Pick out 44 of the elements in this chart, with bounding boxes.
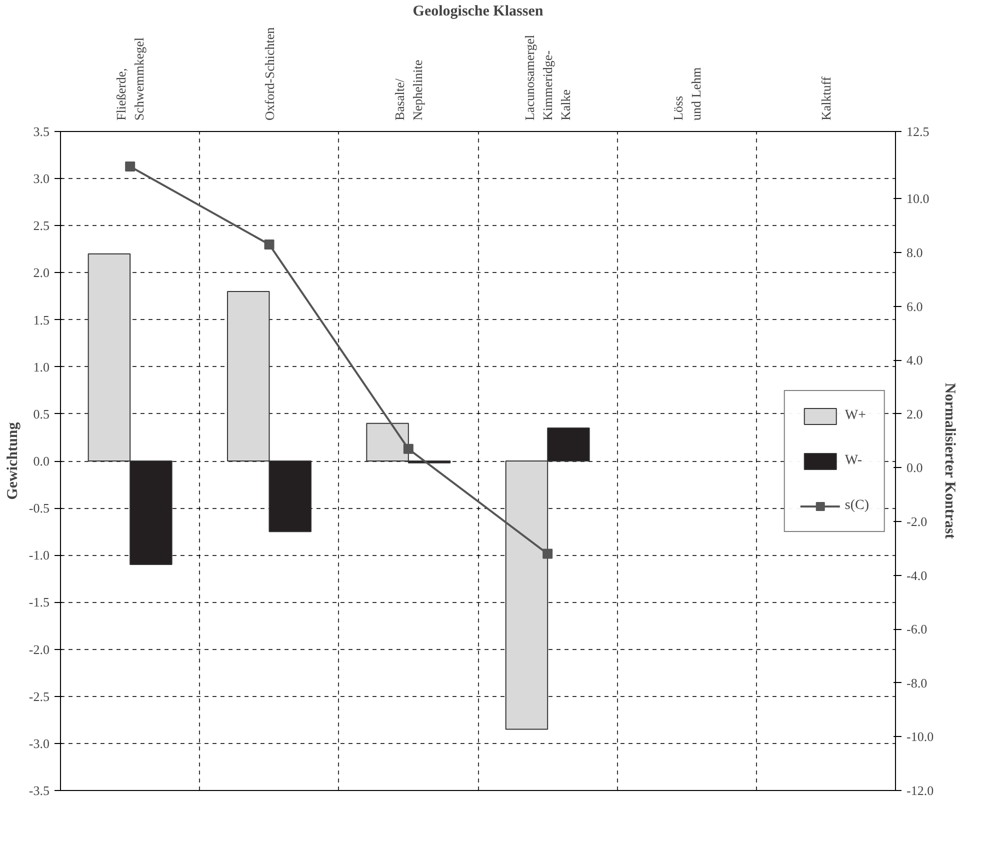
point (125, 161, 136, 172)
y-tick-label: 1.5 (33, 312, 50, 328)
y2-tick-label: 8.0 (906, 245, 923, 260)
y2-tick-label: 12.5 (906, 124, 930, 139)
y2-tick-label: 2.0 (906, 406, 923, 422)
x-axis-title: Geologische Klassen (412, 3, 544, 20)
y2-tick-label: 10.0 (906, 191, 930, 206)
x-tick-label: Lacunosamergel Kimmeridge- Kalke (522, 34, 574, 120)
y2-tick-label: 6.0 (906, 298, 923, 314)
y2-tick-label: -10.0 (906, 729, 934, 744)
x-tick-label: Löss und Lehm (670, 67, 704, 120)
x-tick-label: Fließerde, Schwemmkegel (114, 37, 147, 120)
legend-label: W- (844, 452, 863, 468)
y-tick-label: 2.0 (33, 265, 50, 280)
y2-tick-label: 4.0 (906, 352, 923, 368)
y2-axis-title: Normalisierter Kontrast (942, 382, 958, 539)
y-tick-label: 3.5 (33, 124, 50, 139)
y2-tick-label: 0.0 (906, 460, 923, 476)
y-tick-label: -3.0 (28, 736, 50, 751)
point (403, 444, 414, 454)
x-tick-label: Kalktuff (818, 76, 834, 120)
point (542, 548, 553, 559)
y2-tick-label: -4.0 (906, 568, 928, 583)
y2-tick-label: -6.0 (906, 622, 928, 637)
x-tick-label: Oxford-Schichten (262, 26, 277, 120)
y-tick-label: 0.0 (33, 454, 50, 468)
y2-tick-label: -12.0 (906, 783, 934, 798)
y-tick-label: -0.5 (28, 500, 50, 516)
y-tick-label: 3.0 (33, 171, 50, 186)
y-tick-label: -1.5 (28, 594, 50, 610)
y2-tick-label: -8.0 (906, 675, 928, 690)
point (264, 239, 274, 250)
y2-tick-label: -2.0 (906, 514, 928, 530)
y-tick-label: -2.0 (28, 642, 50, 657)
y-tick-label: 1.0 (33, 359, 50, 374)
y-tick-label: -2.5 (28, 688, 50, 704)
y-tick-label: -3.5 (28, 783, 50, 798)
y-axis-title: Gewichtung (4, 422, 21, 500)
legend-label: s(C) (844, 498, 869, 514)
y-tick-label: 0.5 (33, 406, 50, 422)
legend-label: W+ (844, 408, 866, 424)
y-tick-label: 2.5 (33, 218, 50, 234)
x-tick-label: Basalte/ Nephelinite (392, 60, 425, 120)
y-tick-label: -1.0 (28, 548, 50, 563)
